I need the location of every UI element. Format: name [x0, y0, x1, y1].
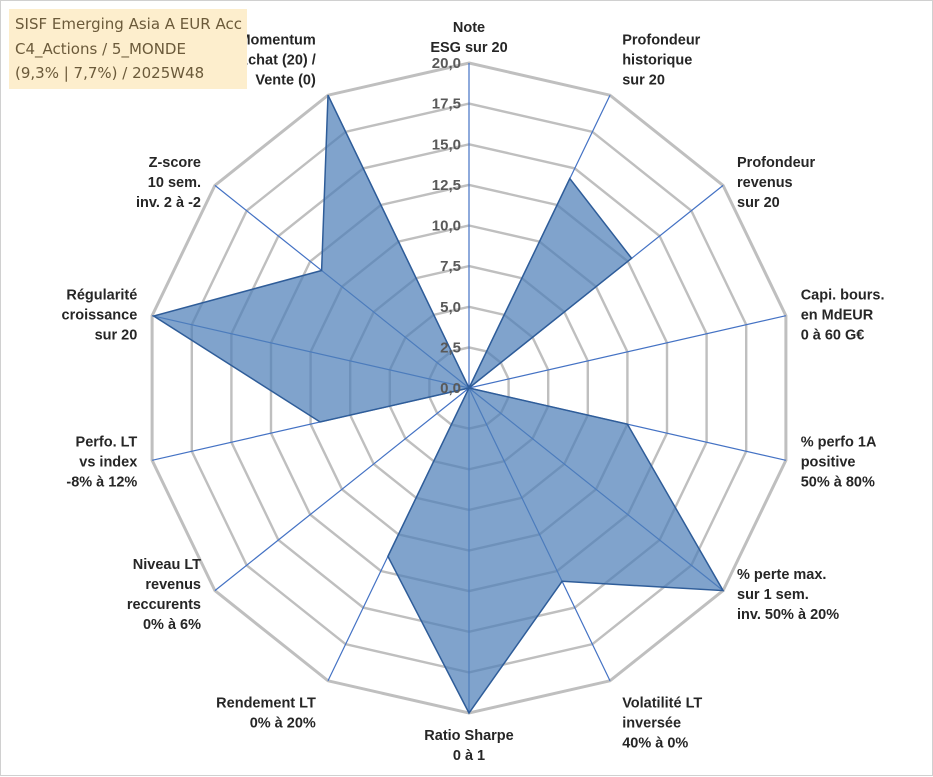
axis-label-11: Perfo. LT vs index -8% à 12%: [66, 434, 137, 490]
axis-label-line: Rendement LT: [216, 695, 316, 711]
fund-info-box: SISF Emerging Asia A EUR Acc C4_Actions …: [9, 9, 247, 89]
tick-label-6: 15,0: [432, 136, 461, 153]
axis-label-5: % perfo 1A positive 50% à 80%: [801, 434, 877, 490]
tick-label-1: 2,5: [440, 339, 461, 356]
axis-label-line: revenus: [145, 577, 201, 593]
axis-label-line: Volatilité LT: [622, 695, 702, 711]
tick-label-0: 0,0: [440, 380, 461, 397]
axis-label-9: Rendement LT 0% à 20%: [216, 695, 316, 731]
axis-label-4: Capi. bours. en MdEUR 0 à 60 G€: [801, 288, 885, 344]
axis-label-line: sur 20: [95, 328, 138, 344]
axis-label-line: inv. 2 à -2: [136, 195, 201, 211]
axis-label-line: sur 1 sem.: [737, 587, 809, 603]
tick-label-7: 17,5: [432, 96, 461, 113]
axis-label-line: inversée: [622, 715, 681, 731]
axis-label-line: Vente (0): [255, 73, 316, 89]
axis-label-line: Z-score: [149, 155, 201, 171]
axis-label-line: revenus: [737, 175, 793, 191]
axis-label-line: sur 20: [622, 73, 665, 89]
axis-label-line: ESG sur 20: [430, 40, 507, 56]
axis-label-line: Perfo. LT: [76, 434, 138, 450]
axis-label-line: 0% à 6%: [143, 617, 201, 633]
axis-label-line: Capi. bours.: [801, 288, 885, 304]
axis-label-line: % perte max.: [737, 567, 826, 583]
axis-label-line: en MdEUR: [801, 308, 874, 324]
axis-label-line: positive: [801, 454, 856, 470]
axis-label-line: vs index: [79, 454, 137, 470]
tick-label-8: 20,0: [432, 55, 461, 72]
axis-label-line: 0% à 20%: [250, 715, 316, 731]
axis-label-line: % perfo 1A: [801, 434, 877, 450]
axis-label-line: Achat (20) /: [238, 53, 316, 69]
fund-category: C4_Actions / 5_MONDE: [15, 37, 247, 62]
tick-label-4: 10,0: [432, 218, 461, 235]
axis-label-line: reccurents: [127, 597, 201, 613]
axis-label-line: Profondeur: [622, 33, 700, 49]
axis-label-line: Momentum: [238, 33, 315, 49]
axis-label-1: Note ESG sur 20: [430, 20, 507, 56]
axis-label-line: croissance: [62, 308, 138, 324]
axis-label-line: 40% à 0%: [622, 735, 688, 751]
axis-label-line: 10 sem.: [148, 175, 201, 191]
axis-label-line: inv. 50% à 20%: [737, 607, 839, 623]
axis-label-line: 0 à 60 G€: [801, 328, 865, 344]
axis-label-line: Niveau LT: [133, 557, 201, 573]
axis-label-line: Régularité: [66, 288, 137, 304]
tick-label-3: 7,5: [440, 258, 461, 275]
axis-label-12: Régularité croissance sur 20: [62, 288, 138, 344]
axis-label-8: Ratio Sharpe 0 à 1: [424, 728, 513, 764]
axis-label-6: % perte max. sur 1 sem. inv. 50% à 20%: [737, 567, 839, 623]
fund-name: SISF Emerging Asia A EUR Acc: [15, 12, 247, 37]
axis-label-line: 0 à 1: [453, 748, 485, 764]
axis-label-2: Profondeur historique sur 20: [622, 33, 700, 89]
axis-label-line: Note: [453, 20, 485, 36]
axis-label-line: historique: [622, 53, 692, 69]
fund-stats: (9,3% | 7,7%) / 2025W48: [15, 61, 247, 86]
axis-label-10: Niveau LT revenus reccurents 0% à 6%: [127, 557, 201, 633]
axis-label-line: Profondeur: [737, 155, 815, 171]
axis-label-line: sur 20: [737, 195, 780, 211]
axis-label-line: -8% à 12%: [66, 474, 137, 490]
tick-label-2: 5,0: [440, 299, 461, 316]
axis-label-13: Z-score 10 sem. inv. 2 à -2: [136, 155, 201, 211]
axis-label-7: Volatilité LT inversée 40% à 0%: [622, 695, 702, 751]
tick-label-5: 12,5: [432, 177, 461, 194]
axis-label-line: 50% à 80%: [801, 474, 875, 490]
axis-label-line: Ratio Sharpe: [424, 728, 513, 744]
axis-label-3: Profondeur revenus sur 20: [737, 155, 815, 211]
axis-label-14: Momentum Achat (20) / Vente (0): [238, 33, 316, 89]
